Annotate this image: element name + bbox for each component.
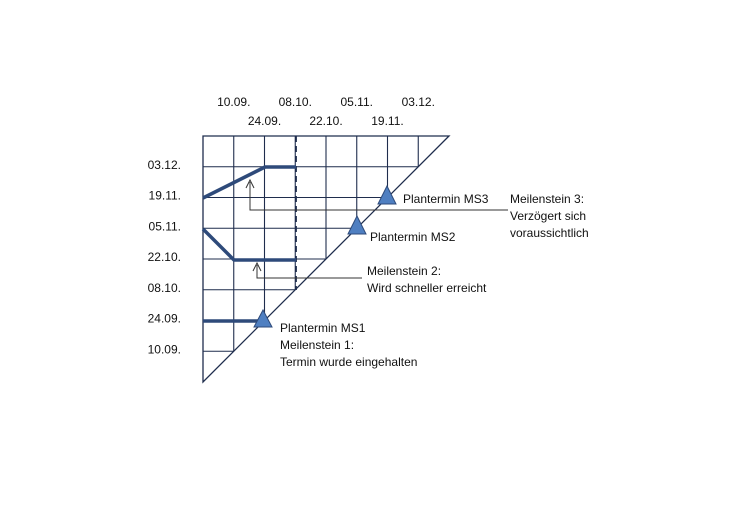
triangle-frame — [202, 135, 451, 384]
annotation-line: Meilenstein 1: — [280, 338, 354, 352]
column-label: 19.11. — [371, 114, 403, 128]
connector — [256, 265, 362, 279]
column-label: 08.10. — [279, 95, 312, 109]
milestone-marker — [377, 184, 397, 205]
row-label: 10.09. — [148, 342, 181, 356]
row-label: 05.11. — [149, 219, 181, 233]
annotation-line: voraussichtlich — [510, 226, 589, 240]
annotation-line: Wird schneller erreicht — [367, 281, 487, 295]
row-label: 08.10. — [148, 281, 181, 295]
row-label: 24.09. — [148, 312, 181, 326]
milestone-marker — [253, 308, 273, 328]
column-label: 10.09. — [217, 95, 250, 109]
connector — [249, 182, 508, 211]
annotation-line: Meilenstein 3: — [510, 192, 584, 206]
column-label: 05.11. — [341, 95, 373, 109]
column-label: 24.09. — [248, 114, 281, 128]
milestone-marker — [347, 214, 367, 235]
trend-line — [201, 227, 296, 262]
annotation-line: Verzögert sich — [510, 209, 586, 223]
milestone-label: Plantermin MS2 — [370, 230, 456, 244]
arrow-head — [245, 178, 255, 189]
row-label: 19.11. — [149, 189, 181, 203]
grid-frame — [202, 135, 451, 384]
column-label: 03.12. — [402, 95, 435, 109]
annotation-line: Meilenstein 2: — [367, 264, 441, 278]
milestone-label: Plantermin MS1 — [280, 321, 366, 335]
arrow-head — [252, 261, 262, 272]
row-label: 03.12. — [148, 158, 181, 172]
column-label: 22.10. — [309, 114, 342, 128]
annotation-line: Termin wurde eingehalten — [280, 355, 417, 369]
row-label: 22.10. — [148, 250, 181, 264]
trend-line — [202, 165, 296, 200]
milestone-label: Plantermin MS3 — [403, 192, 489, 206]
